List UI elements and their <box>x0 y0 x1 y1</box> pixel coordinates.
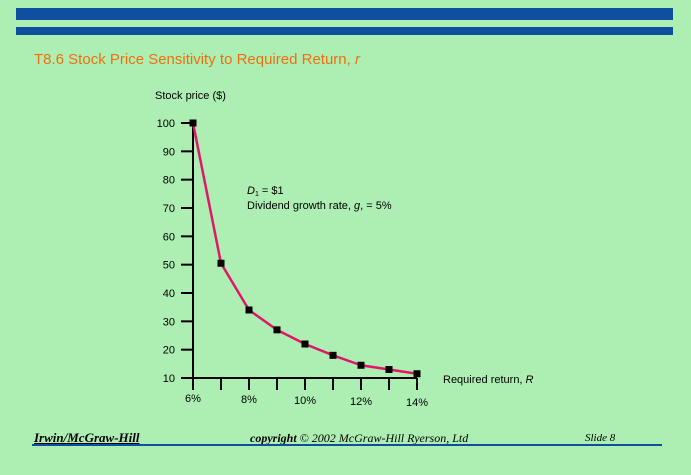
x-tick-label: 14% <box>406 397 428 409</box>
y-tick-label: 10 <box>163 373 175 385</box>
data-point <box>385 366 393 373</box>
y-tick-label: 50 <box>163 260 175 272</box>
footer-publisher: Irwin/McGraw-Hill <box>34 430 140 445</box>
top-bar <box>16 8 673 20</box>
x-tick-label: 12% <box>350 396 372 408</box>
data-point <box>245 306 253 314</box>
y-tick-label: 40 <box>163 288 175 300</box>
slide-title: T8.6 Stock Price Sensitivity to Required… <box>34 51 360 68</box>
y-tick-label: 30 <box>163 316 175 328</box>
top-rule <box>16 27 673 35</box>
y-tick-label: 80 <box>163 175 175 187</box>
data-point <box>273 326 281 334</box>
x-tick-label: 8% <box>241 394 257 406</box>
y-tick-label: 70 <box>163 203 175 215</box>
x-tick-label: 10% <box>294 395 316 407</box>
y-axis-label: Stock price ($) <box>155 90 226 102</box>
data-point <box>189 119 197 127</box>
x-tick-label: 6% <box>185 393 201 405</box>
footer-slide-number: Slide 8 <box>585 432 616 444</box>
data-point <box>217 259 225 267</box>
annotation-growth-rate: Dividend growth rate, g, = 5% <box>247 200 392 212</box>
bottom-rule <box>32 444 662 446</box>
data-point <box>357 361 365 369</box>
footer-copyright: copyright © 2002 McGraw-Hill Ryerson, Lt… <box>250 431 468 446</box>
y-tick-label: 20 <box>163 345 175 357</box>
y-tick-label: 90 <box>163 146 175 158</box>
slide-title-variable: r <box>354 51 360 68</box>
footer-copyright-rest: © 2002 McGraw-Hill Ryerson, Ltd <box>296 431 469 445</box>
y-tick-label: 60 <box>163 231 175 243</box>
y-tick-label: 100 <box>157 118 175 130</box>
annotation-dividend: D1 = $1 <box>247 185 284 198</box>
data-point <box>329 351 337 359</box>
data-point <box>413 370 421 378</box>
data-point <box>301 340 309 348</box>
series-line <box>191 122 418 375</box>
slide-title-text: T8.6 Stock Price Sensitivity to Required… <box>34 51 355 68</box>
x-axis-label: Required return, R <box>443 374 534 386</box>
footer-copyright-word: copyright <box>250 431 297 445</box>
